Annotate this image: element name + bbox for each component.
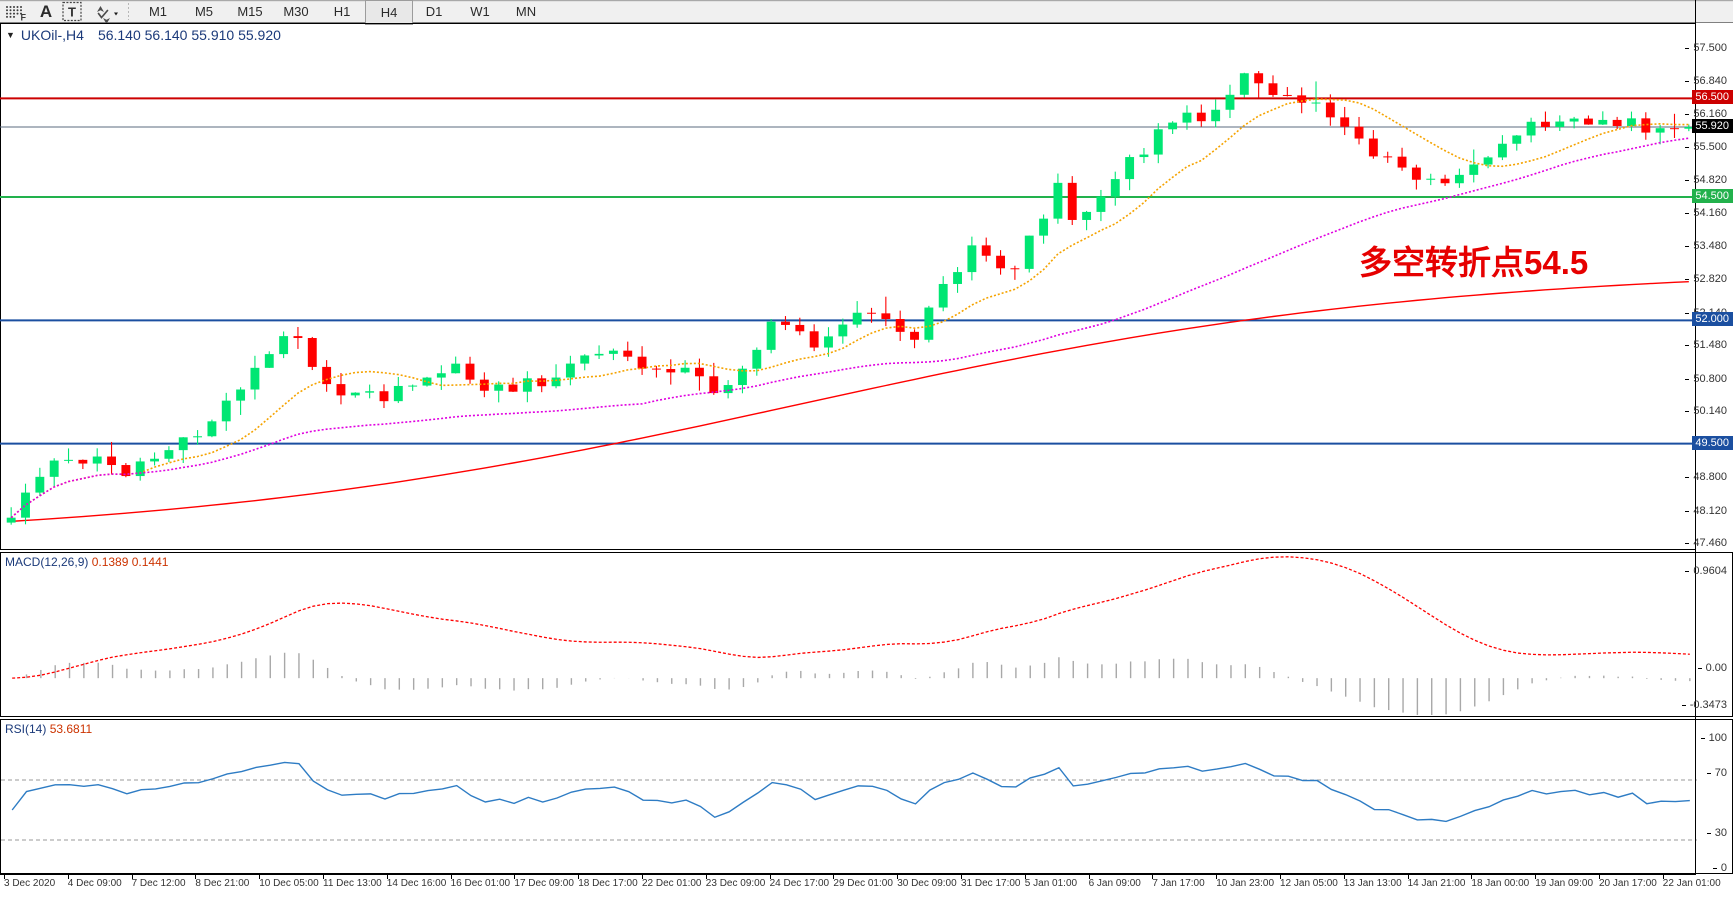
svg-text:T: T [68,5,76,20]
svg-text:F: F [21,13,27,23]
